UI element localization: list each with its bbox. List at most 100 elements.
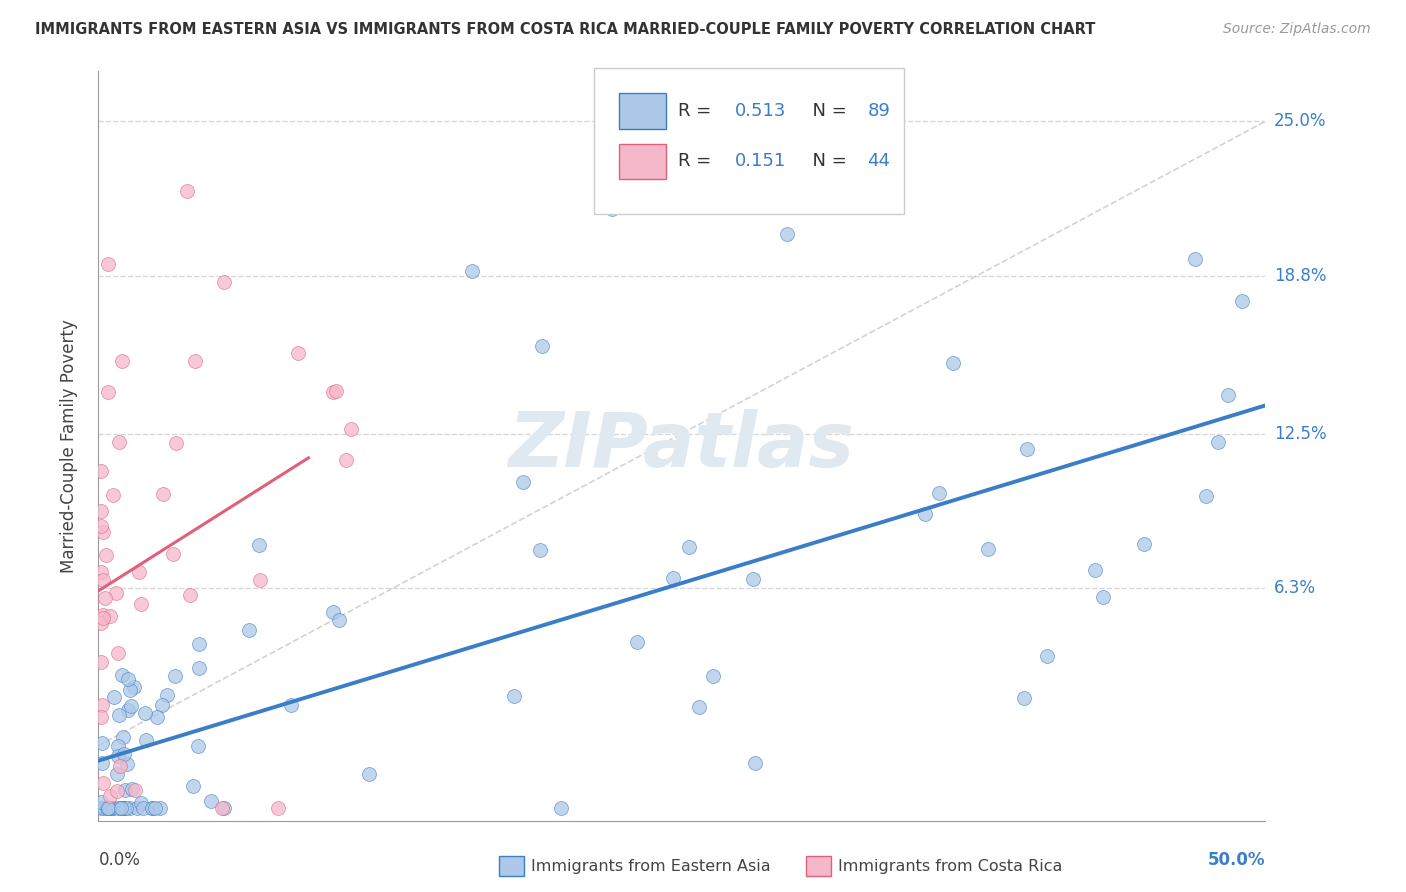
Point <box>91 698 114 712</box>
Point <box>143 801 166 815</box>
Point <box>149 801 172 815</box>
Point <box>110 801 132 815</box>
Point <box>247 538 270 552</box>
Point <box>512 475 534 490</box>
Point <box>90 655 112 669</box>
Point <box>108 759 131 773</box>
Point <box>97 801 120 815</box>
Point <box>101 801 124 815</box>
Point <box>118 683 141 698</box>
Text: 0.513: 0.513 <box>734 102 786 120</box>
Point <box>550 801 572 815</box>
Point <box>91 524 114 539</box>
Point <box>322 606 344 620</box>
Text: 44: 44 <box>868 153 890 170</box>
Point <box>128 565 150 579</box>
Point <box>101 801 124 815</box>
Point <box>942 356 965 370</box>
Text: 6.3%: 6.3% <box>1274 580 1316 598</box>
Point <box>150 698 173 712</box>
Point <box>125 801 148 815</box>
Point <box>461 264 484 278</box>
Point <box>287 345 309 359</box>
Point <box>162 547 184 561</box>
Point <box>101 488 124 502</box>
Point <box>141 801 163 815</box>
Point <box>1036 649 1059 664</box>
Point <box>212 275 235 289</box>
Text: R =: R = <box>679 102 717 120</box>
Point <box>118 801 141 815</box>
Point <box>94 591 117 606</box>
Point <box>105 767 128 781</box>
Point <box>1230 294 1253 309</box>
Text: 89: 89 <box>868 102 890 120</box>
Point <box>107 646 129 660</box>
Point <box>91 776 114 790</box>
Text: Source: ZipAtlas.com: Source: ZipAtlas.com <box>1223 22 1371 37</box>
Point <box>1184 252 1206 266</box>
Point <box>156 688 179 702</box>
FancyBboxPatch shape <box>619 94 665 128</box>
Point <box>111 730 134 744</box>
Point <box>328 613 350 627</box>
Point <box>1216 388 1239 402</box>
Point <box>1084 562 1107 576</box>
Point <box>188 661 211 675</box>
Text: N =: N = <box>801 153 852 170</box>
Point <box>152 487 174 501</box>
Point <box>90 464 112 478</box>
Text: 0.0%: 0.0% <box>98 851 141 869</box>
Point <box>90 503 112 517</box>
Point <box>267 801 290 815</box>
Point <box>744 756 766 770</box>
Point <box>626 635 648 649</box>
Point <box>96 548 118 562</box>
Point <box>1017 442 1039 457</box>
Point <box>176 184 198 198</box>
Point <box>688 699 710 714</box>
Point <box>115 756 138 771</box>
Point <box>325 384 347 399</box>
Point <box>93 801 115 815</box>
Point <box>90 756 112 770</box>
Point <box>1091 590 1114 604</box>
Point <box>914 508 936 522</box>
Point <box>776 227 799 241</box>
Text: R =: R = <box>679 153 723 170</box>
Text: 25.0%: 25.0% <box>1274 112 1326 130</box>
Point <box>359 767 381 781</box>
Point <box>93 573 115 587</box>
Point <box>117 672 139 686</box>
FancyBboxPatch shape <box>595 68 904 214</box>
Point <box>90 519 112 533</box>
Point <box>741 572 763 586</box>
Point <box>145 710 167 724</box>
Point <box>335 453 357 467</box>
Text: 0.151: 0.151 <box>734 153 786 170</box>
Point <box>530 339 553 353</box>
Point <box>107 708 129 723</box>
Point <box>114 801 136 815</box>
Point <box>122 680 145 694</box>
Point <box>187 739 209 753</box>
Point <box>90 735 112 749</box>
Point <box>112 747 135 762</box>
Point <box>90 616 112 631</box>
Point <box>129 597 152 611</box>
Point <box>662 571 685 585</box>
Point <box>129 797 152 811</box>
Point <box>112 801 135 815</box>
Point <box>98 789 121 803</box>
Text: IMMIGRANTS FROM EASTERN ASIA VS IMMIGRANTS FROM COSTA RICA MARRIED-COUPLE FAMILY: IMMIGRANTS FROM EASTERN ASIA VS IMMIGRAN… <box>35 22 1095 37</box>
Point <box>107 749 129 764</box>
Point <box>163 669 186 683</box>
Point <box>120 698 142 713</box>
Point <box>529 543 551 558</box>
Point <box>114 782 136 797</box>
Point <box>90 795 112 809</box>
Point <box>1133 537 1156 551</box>
Point <box>97 384 120 399</box>
Point <box>179 588 201 602</box>
Point <box>503 689 526 703</box>
